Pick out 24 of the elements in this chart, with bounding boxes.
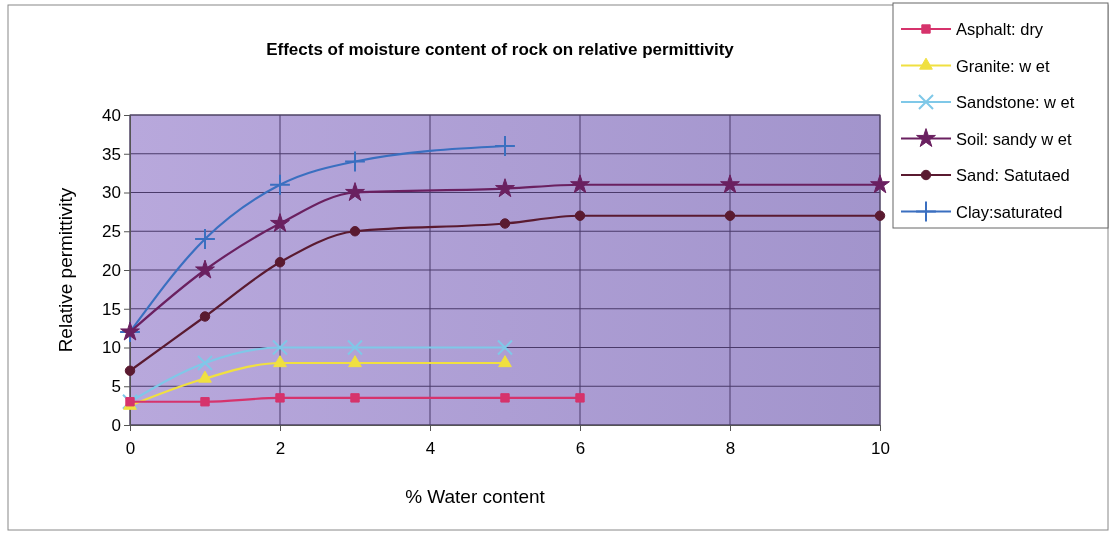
chart-title: Effects of moisture content of rock on relative permittivity: [266, 40, 735, 59]
legend-label: Asphalt: dry: [956, 20, 1044, 38]
x-tick-label: 4: [425, 439, 436, 459]
y-tick-label: 40: [102, 105, 121, 125]
legend-label: Sand: Satutaed: [956, 166, 1070, 184]
y-tick-label: 30: [102, 183, 121, 203]
y-axis-title: Relative permittivity: [55, 187, 76, 353]
y-tick-label: 5: [111, 377, 121, 397]
y-tick-label: 35: [102, 144, 121, 164]
legend-label: Soil: sandy w et: [956, 129, 1072, 148]
y-tick-label: 25: [102, 222, 121, 242]
y-tick-label: 0: [111, 415, 121, 435]
x-tick-label: 0: [125, 439, 136, 459]
legend-label: Clay:saturated: [956, 202, 1063, 221]
legend-label: Granite: w et: [956, 56, 1050, 75]
y-tick-label: 10: [102, 338, 121, 358]
legend-label: Sandstone: w et: [956, 93, 1075, 111]
x-tick-label: 10: [871, 439, 890, 459]
x-tick-label: 2: [275, 439, 286, 459]
x-axis-title: % Water content: [405, 486, 546, 507]
y-tick-label: 15: [102, 299, 121, 319]
y-tick-label: 20: [102, 260, 121, 280]
x-tick-label: 8: [725, 439, 736, 459]
x-tick-label: 6: [575, 439, 586, 459]
